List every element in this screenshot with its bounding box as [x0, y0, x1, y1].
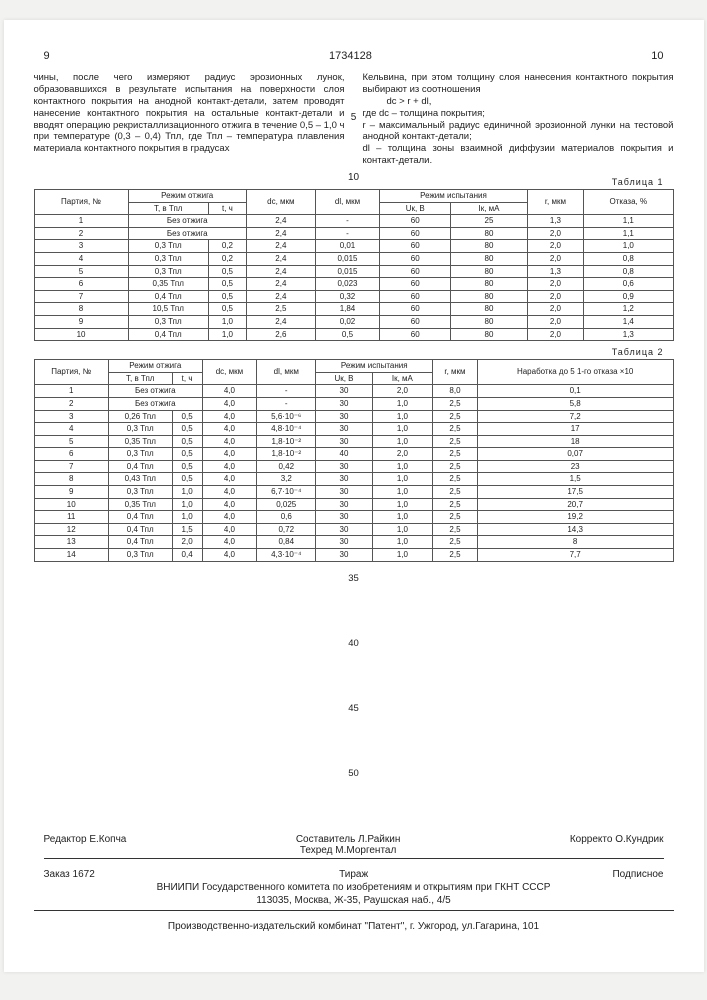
mark-35: 35 [348, 573, 359, 584]
t2-h-T: T, в Тпл [108, 372, 172, 385]
line-mark-5: 5 [351, 112, 357, 123]
t1-h-dc: dc, мкм [246, 190, 315, 215]
table-row: 90,3 Тпл1,04,06,7·10⁻⁴301,02,517,5 [34, 486, 673, 499]
table-row: 100,4 Тпл1,02,60,560802,01,3 [34, 328, 673, 341]
t1-h-T: T, в Тпл [128, 202, 208, 215]
t1-h-dl: dl, мкм [315, 190, 379, 215]
corrector: Корректо О.Кундрик [570, 834, 664, 856]
t2-h-dl: dl, мкм [257, 360, 316, 385]
credits-mid: Составитель Л.Райкин Техред М.Моргентал [296, 834, 401, 856]
table-row: 140,3 Тпл0,44,04,3·10⁻⁴301,02,57,7 [34, 549, 673, 562]
credits-row: Редактор Е.Копча Составитель Л.Райкин Те… [44, 834, 664, 859]
t2-h-res: Наработка до 5 1-го отказа ×10 [477, 360, 673, 385]
tech: Техред М.Моргентал [300, 845, 396, 856]
table-row: 120,4 Тпл1,54,00,72301,02,514,3 [34, 523, 673, 536]
table-row: 2Без отжига4,0-301,02,55,8 [34, 397, 673, 410]
table-row: 1Без отжига2,4-60251,31,1 [34, 215, 673, 228]
mark-40: 40 [348, 638, 359, 649]
t1-h-test: Режим испытания [380, 190, 528, 203]
t1-h-r: r, мкм [527, 190, 583, 215]
t1-h-fail: Отказа, % [584, 190, 673, 215]
table-row: 130,4 Тпл2,04,00,84301,02,58 [34, 536, 673, 549]
formula: dc > r + dl, [387, 96, 432, 108]
bottom-publisher: Производственно-издательский комбинат "П… [34, 921, 674, 932]
header: 9 1734128 10 [44, 50, 664, 62]
editor: Редактор Е.Копча [44, 834, 127, 856]
tirazh: Тираж [339, 869, 368, 880]
t1-h-U: Uк, В [380, 202, 451, 215]
table-row: 40,3 Тпл0,54,04,8·10⁻⁴301,02,517 [34, 423, 673, 436]
table2-label: Таблица 2 [34, 347, 664, 357]
footer-block: Заказ 1672 Тираж Подписное ВНИИПИ Госуда… [34, 865, 674, 911]
subscription: Подписное [612, 869, 663, 880]
table-row: 30,3 Тпл0,22,40,0160802,01,0 [34, 240, 673, 253]
t2-h-t: t, ч [172, 372, 202, 385]
table-row: 110,4 Тпл1,04,00,6301,02,519,2 [34, 511, 673, 524]
mark-50: 50 [348, 768, 359, 779]
table-2: Партия, № Режим отжига dc, мкм dl, мкм Р… [34, 359, 674, 562]
page-left: 9 [44, 50, 50, 62]
body-columns: чины, после чего измеряют радиус эрозион… [34, 72, 674, 167]
right-col: Кельвина, при этом толщину слоя нанесени… [363, 72, 674, 167]
t1-h-t: t, ч [208, 202, 246, 215]
line-mark-10: 10 [348, 172, 359, 183]
org-line2: 113035, Москва, Ж-35, Раушская наб., 4/5 [44, 895, 664, 906]
legend-1: где dc – толщина покрытия; [363, 108, 485, 119]
t2-h-party: Партия, № [34, 360, 108, 385]
t1-h-party: Партия, № [34, 190, 128, 215]
line-marks-block: 35 40 45 50 [34, 568, 674, 828]
table-row: 90,3 Тпл1,02,40,0260802,01,4 [34, 315, 673, 328]
t2-h-dc: dc, мкм [202, 360, 257, 385]
table-row: 50,35 Тпл0,54,01,8·10⁻²301,02,518 [34, 435, 673, 448]
table-1: Партия, № Режим отжига dc, мкм dl, мкм Р… [34, 189, 674, 341]
page-right: 10 [651, 50, 663, 62]
org-line1: ВНИИПИ Государственного комитета по изоб… [44, 882, 664, 893]
table-row: 50,3 Тпл0,52,40,01560801,30,8 [34, 265, 673, 278]
table-row: 80,43 Тпл0,54,03,2301,02,51,5 [34, 473, 673, 486]
table-row: 100,35 Тпл1,04,00,025301,02,520,7 [34, 498, 673, 511]
compiler: Составитель Л.Райкин [296, 834, 401, 845]
table-row: 30,26 Тпл0,54,05,6·10⁻⁶301,02,57,2 [34, 410, 673, 423]
table-row: 60,35 Тпл0,52,40,02360802,00,6 [34, 278, 673, 291]
t2-h-r: r, мкм [433, 360, 478, 385]
left-col: чины, после чего измеряют радиус эрозион… [34, 72, 345, 167]
t2-h-test: Режим испытания [316, 360, 433, 373]
order: Заказ 1672 [44, 869, 95, 880]
table-row: 40,3 Тпл0,22,40,01560802,00,8 [34, 252, 673, 265]
table-row: 70,4 Тпл0,54,00,42301,02,523 [34, 460, 673, 473]
right-text: Кельвина, при этом толщину слоя нанесени… [363, 72, 674, 95]
doc-number: 1734128 [329, 50, 372, 62]
table-row: 810,5 Тпл0,52,51,8460802,01,2 [34, 303, 673, 316]
legend-3: dl – толщина зоны взаимной диффузии мате… [363, 143, 674, 166]
t2-h-U: Uк, В [316, 372, 372, 385]
t1-h-mode: Режим отжига [128, 190, 246, 203]
t2-h-mode: Режим отжига [108, 360, 202, 373]
table-row: 1Без отжига4,0-302,08,00,1 [34, 385, 673, 398]
mark-45: 45 [348, 703, 359, 714]
table-row: 2Без отжига2,4-60802,01,1 [34, 227, 673, 240]
table-row: 60,3 Тпл0,54,01,8·10⁻²402,02,50,07 [34, 448, 673, 461]
t2-h-I: Iк, мА [372, 372, 433, 385]
legend-2: r – максимальный радиус единичной эрозио… [363, 120, 674, 143]
t1-h-I: Iк, мА [451, 202, 527, 215]
table-row: 70,4 Тпл0,52,40,3260802,00,9 [34, 290, 673, 303]
